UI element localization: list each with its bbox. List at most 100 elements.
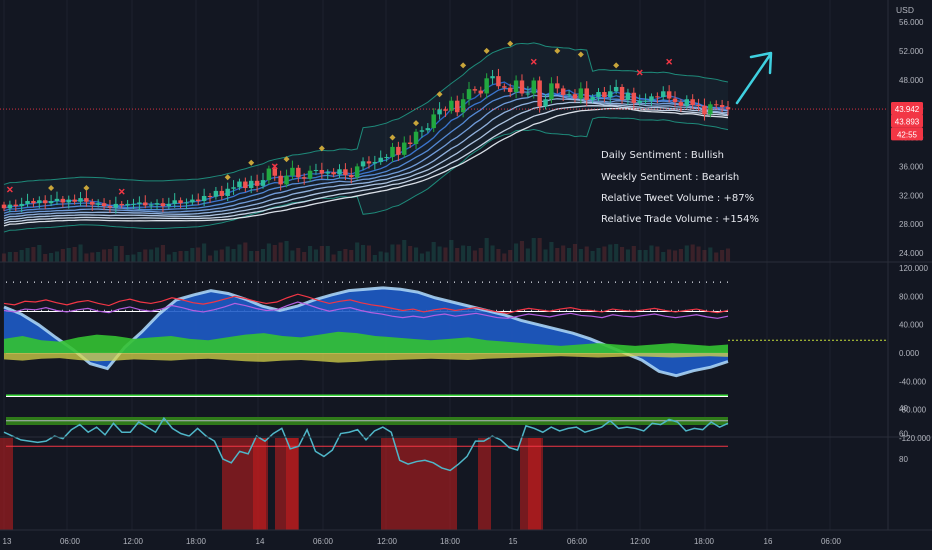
candle — [43, 200, 47, 203]
volume-bar — [726, 249, 730, 263]
volume-bar — [249, 251, 253, 262]
rsi-highlight-zone — [286, 438, 299, 530]
volume-bar — [349, 250, 353, 262]
trade-volume: Relative Trade Volume : +154% — [601, 214, 759, 225]
volume-bar — [126, 255, 130, 262]
candle — [190, 200, 194, 203]
candle — [632, 93, 636, 103]
volume-bar — [43, 254, 47, 262]
price-tick: 48.000 — [899, 76, 924, 85]
volume-bar — [67, 248, 71, 262]
volume-bar — [479, 248, 483, 262]
volume-bar — [673, 251, 677, 263]
volume-bar — [84, 254, 88, 263]
volume-bar — [20, 250, 24, 262]
volume-bar — [555, 248, 559, 262]
candle — [290, 168, 294, 176]
candle — [255, 181, 259, 186]
candle — [667, 91, 671, 98]
volume-bar — [102, 250, 106, 263]
currency-label[interactable]: USD — [896, 5, 914, 15]
candle — [149, 205, 153, 206]
candle — [302, 177, 306, 178]
time-tick: 13 — [3, 537, 12, 546]
candle — [567, 94, 571, 95]
candle — [72, 200, 76, 202]
candle — [114, 204, 118, 208]
volume-bar — [343, 249, 347, 262]
candle — [278, 176, 282, 185]
volume-bar — [320, 246, 324, 262]
candle — [119, 204, 123, 205]
candle — [643, 101, 647, 102]
candle — [125, 204, 129, 205]
candle — [696, 105, 700, 106]
rsi-highlight-zone — [381, 438, 457, 530]
volume-bar — [314, 250, 318, 263]
volume-bar — [379, 252, 383, 263]
volume-bar — [290, 251, 294, 263]
volume-bar — [414, 248, 418, 263]
candle — [484, 78, 488, 93]
time-tick: 06:00 — [60, 537, 81, 546]
price-badge-label: 43.942 — [895, 105, 920, 114]
volume-bar — [49, 253, 53, 262]
rsi-tick: 80 — [899, 455, 908, 464]
volume-bar — [237, 245, 241, 263]
volume-bar — [179, 251, 183, 262]
volume-bar — [55, 252, 59, 263]
volume-bar — [691, 245, 695, 263]
candle — [108, 206, 112, 207]
candle — [78, 198, 82, 202]
volume-bar — [184, 251, 188, 262]
volume-bar — [326, 246, 330, 262]
volume-bar — [649, 246, 653, 263]
price-tick: 52.000 — [899, 47, 924, 56]
volume-bar — [538, 238, 542, 262]
volume-bar — [667, 250, 671, 263]
volume-bar — [714, 253, 718, 263]
volume-bar — [78, 245, 82, 263]
candle — [420, 130, 424, 131]
candle — [161, 203, 165, 206]
volume-bar — [226, 247, 230, 263]
candle — [14, 205, 18, 206]
volume-bar — [396, 245, 400, 263]
volume-bar — [385, 253, 389, 263]
volume-bar — [367, 246, 371, 263]
candle — [555, 83, 559, 88]
candle — [479, 91, 483, 94]
candle — [296, 168, 300, 177]
volume-bar — [284, 241, 288, 262]
candle — [579, 88, 583, 98]
candle — [602, 92, 606, 97]
candle — [443, 109, 447, 110]
volume-bar — [402, 240, 406, 262]
candle — [131, 204, 135, 205]
time-tick: 16 — [764, 537, 773, 546]
volume-bar — [2, 254, 6, 263]
time-tick: 12:00 — [377, 537, 398, 546]
volume-bar — [61, 249, 65, 262]
time-tick: 06:00 — [821, 537, 842, 546]
volume-bar — [585, 247, 589, 263]
rsi-highlight-zone — [478, 438, 491, 530]
volume-bar — [337, 251, 341, 262]
volume-bar — [31, 247, 35, 262]
rsi-highlight-zone — [528, 438, 541, 530]
candle — [655, 96, 659, 97]
volume-bar — [708, 248, 712, 263]
rsi-tick: 40 — [899, 404, 908, 413]
volume-bar — [232, 249, 236, 262]
time-tick: 18:00 — [694, 537, 715, 546]
candle — [249, 181, 253, 188]
volume-bar — [591, 251, 595, 262]
candle — [685, 99, 689, 105]
candle — [55, 199, 59, 201]
candle — [243, 182, 247, 188]
volume-bar — [596, 248, 600, 262]
volume-bar — [661, 252, 665, 262]
volume-bar — [443, 248, 447, 263]
volume-bar — [467, 246, 471, 262]
